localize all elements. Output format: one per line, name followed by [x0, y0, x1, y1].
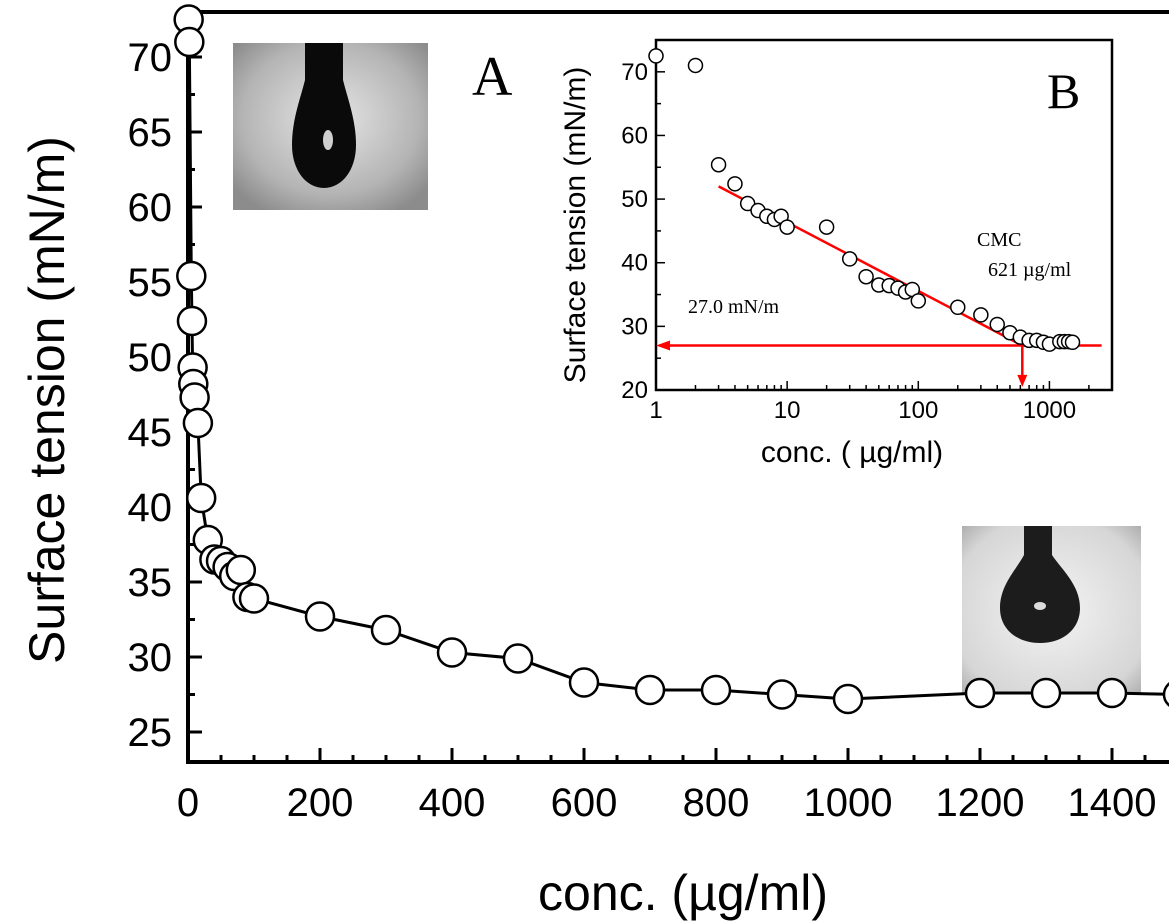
data-point-a: [179, 382, 210, 413]
data-point-a: [634, 674, 666, 706]
x-tick-label-a: 200: [287, 781, 354, 825]
y-tick-label-b: 60: [621, 122, 648, 149]
series-points-b: [648, 48, 1081, 352]
x-axis-label-b: conc. ( µg/ml): [761, 436, 943, 469]
cmc-annotation-value: 621 µg/ml: [988, 259, 1072, 281]
data-point-a: [370, 614, 402, 646]
data-point-b: [910, 293, 927, 309]
data-point-a: [502, 643, 534, 674]
data-point-a: [1030, 677, 1062, 709]
data-point-a: [185, 482, 217, 514]
data-point-a: [1162, 682, 1169, 707]
x-tick-label-a: 600: [551, 781, 618, 825]
data-point-b: [989, 316, 1005, 333]
x-tick-label-a: 400: [419, 781, 486, 825]
data-point-a: [766, 679, 798, 710]
panel-label-b: B: [1047, 63, 1080, 119]
y-tick-label-a: 55: [128, 261, 173, 305]
data-point-a: [238, 583, 270, 614]
x-axis-label-a: conc. (µg/ml): [538, 865, 828, 921]
x-axis-ticks-a: 0 200 400 600 800 1000 1200 1400 25 30 35 40 45 50 55 6…: [128, 18, 1157, 825]
data-point-b: [648, 48, 664, 64]
data-point-a: [176, 260, 207, 292]
y-tick-label-a: 70: [128, 36, 173, 80]
data-point-a: [832, 683, 864, 715]
y-tick-label-a: 45: [128, 411, 173, 455]
data-point-a: [176, 305, 208, 337]
data-point-b: [727, 176, 743, 192]
x-tick-label-a: 1000: [804, 781, 893, 825]
data-point-b: [779, 219, 795, 235]
data-point-a: [304, 601, 336, 632]
y-tick-label-b: 30: [621, 313, 648, 340]
data-point-a: [964, 677, 996, 709]
y-tick-label-a: 40: [128, 486, 173, 530]
y-axis-label-a: Surface tension (mN/m): [19, 136, 75, 664]
x-tick-label-a: 1400: [1068, 781, 1157, 825]
y-tick-label-b: 20: [621, 377, 648, 404]
y-tick-label-b: 50: [621, 186, 648, 213]
x-tick-label-b: 100: [898, 397, 938, 424]
y-tick-label-a: 35: [128, 561, 173, 605]
panel-label-a: A: [472, 46, 513, 108]
data-point-b: [1064, 334, 1081, 351]
x-tick-label-b: 10: [774, 397, 801, 424]
data-point-b: [818, 219, 835, 235]
x-tick-label-a: 800: [683, 781, 750, 825]
data-point-b: [687, 57, 704, 74]
y-tick-label-b: 70: [621, 59, 648, 86]
plateau-arrowhead: [656, 340, 670, 351]
y-tick-label-a: 65: [128, 111, 173, 155]
data-point-b: [973, 307, 989, 323]
y-tick-label-a: 30: [128, 636, 173, 680]
chart-b: 1 10 100 1000 20 30 40 50 60 70 B 27.0 mN/m CMC 6…: [559, 38, 1114, 469]
data-point-b: [858, 268, 874, 285]
x-tick-label-b: 1: [649, 397, 662, 424]
data-point-a: [225, 554, 257, 586]
droplet-photo-a: [233, 43, 428, 210]
y-tick-label-a: 60: [128, 186, 173, 230]
data-point-b: [710, 156, 727, 173]
plateau-annotation: 27.0 mN/m: [688, 296, 780, 318]
y-axis-label-b: Surface tension (mN/m): [559, 67, 592, 384]
data-point-a: [174, 26, 205, 58]
data-point-a: [182, 407, 214, 439]
data-point-b: [841, 251, 858, 267]
data-point-a: [700, 674, 732, 706]
droplet-photo-b: [962, 526, 1141, 694]
y-tick-label-a: 50: [128, 336, 173, 380]
series-points-a: [173, 4, 1169, 715]
axis-ticks-b: 1 10 100 1000 20 30 40 50 60 70: [621, 39, 1113, 424]
y-tick-label-a: 25: [128, 711, 173, 755]
x-tick-label-a: 0: [177, 781, 199, 825]
data-point-a: [568, 667, 600, 698]
data-point-a: [1096, 677, 1128, 709]
x-tick-label-a: 1200: [936, 781, 1025, 825]
y-tick-label-b: 40: [621, 250, 648, 277]
data-point-b: [950, 299, 966, 316]
x-tick-label-b: 1000: [1023, 397, 1076, 424]
data-point-a: [436, 637, 468, 668]
cmc-arrowhead: [1017, 374, 1028, 387]
cmc-annotation-title: CMC: [977, 229, 1021, 251]
plot-b-frame: [654, 38, 1114, 392]
